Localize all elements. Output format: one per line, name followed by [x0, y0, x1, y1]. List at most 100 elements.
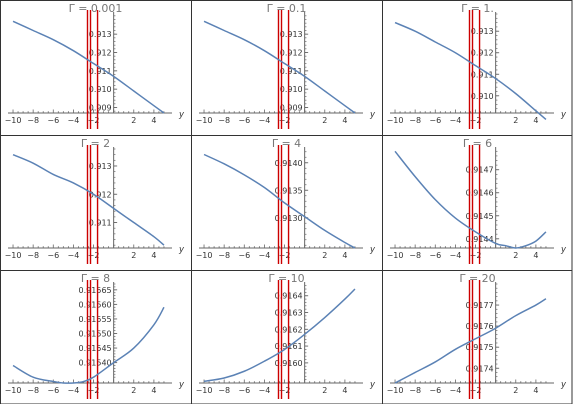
y-tick-label: 0.912	[471, 49, 494, 58]
y-tick-label: 0.913	[89, 162, 112, 171]
series-line	[394, 21, 547, 121]
x-axis-label: y	[560, 110, 567, 120]
y-tick-label: 0.911	[471, 70, 494, 79]
x-tick-label: −2	[88, 386, 100, 395]
x-tick-label: −10	[5, 116, 22, 125]
x-tick-label: 2	[513, 251, 518, 260]
x-axis-label: y	[178, 110, 185, 120]
x-axis-label: y	[369, 380, 376, 390]
y-tick-label: 0.910	[280, 85, 303, 94]
x-tick-label: −10	[196, 251, 213, 260]
chart-title: Γ = 6	[463, 137, 492, 150]
x-tick-label: −8	[409, 116, 421, 125]
x-tick-label: 4	[151, 116, 156, 125]
y-tick-label: 0.911	[89, 67, 112, 76]
x-tick-label: −6	[238, 116, 250, 125]
chart-title: Γ = 0.001	[69, 2, 123, 15]
x-tick-label: −10	[196, 116, 213, 125]
x-tick-label: 4	[533, 386, 538, 395]
x-tick-label: 4	[533, 116, 538, 125]
chart-title: Γ = 4	[272, 137, 301, 150]
x-tick-label: −4	[259, 116, 271, 125]
x-tick-label: −10	[196, 386, 213, 395]
x-tick-label: −2	[470, 386, 482, 395]
y-tick-label: 0.91540	[79, 359, 112, 368]
y-tick-label: 0.913	[280, 30, 303, 39]
x-tick-label: −8	[27, 386, 39, 395]
x-axis-label: y	[178, 380, 185, 390]
series-line	[12, 306, 165, 384]
x-tick-label: −10	[5, 251, 22, 260]
x-axis-label: y	[178, 245, 185, 255]
x-tick-label: −2	[88, 251, 100, 260]
panel-2: Γ = 0.1 −10 −8 −6 −4 −2 2 4 y 0.909 0.910 0.911 0.91…	[191, 0, 383, 136]
series-line	[203, 153, 356, 249]
y-tick-label: 0.910	[471, 92, 494, 101]
x-tick-label: −8	[27, 251, 39, 260]
x-tick-label: −10	[387, 251, 404, 260]
x-tick-label: 4	[533, 251, 538, 260]
x-axis-label: y	[560, 245, 567, 255]
x-tick-label: −8	[409, 386, 421, 395]
x-tick-label: 2	[131, 251, 136, 260]
x-tick-label: 2	[513, 116, 518, 125]
x-tick-label: −6	[238, 251, 250, 260]
chart-title: Γ = 10	[268, 272, 304, 285]
x-tick-label: −4	[450, 251, 462, 260]
y-tick-label: 0.91560	[79, 300, 112, 309]
x-tick-label: −6	[429, 386, 441, 395]
x-tick-label: −2	[470, 116, 482, 125]
x-tick-label: 2	[322, 386, 327, 395]
x-axis-label: y	[560, 380, 567, 390]
x-tick-label: 4	[342, 116, 347, 125]
chart-title: Γ = 0.1	[267, 2, 307, 15]
x-tick-label: 2	[322, 116, 327, 125]
x-tick-label: −6	[47, 386, 59, 395]
chart-title: Γ = 8	[81, 272, 110, 285]
y-tick-label: 0.909	[89, 104, 112, 113]
x-tick-label: 2	[131, 116, 136, 125]
x-tick-label: −4	[259, 251, 271, 260]
panel-3: Γ = 1. −10 −8 −6 −4 −2 2 4 y 0.910 0.911 0.912 0.913	[382, 0, 573, 136]
y-tick-label: 0.912	[89, 190, 112, 199]
chart-title: Γ = 1.	[461, 2, 494, 15]
y-tick-label: 0.91545	[79, 344, 112, 353]
x-tick-label: −8	[218, 251, 230, 260]
x-tick-label: 2	[322, 251, 327, 260]
x-tick-label: −6	[429, 251, 441, 260]
panel-6: Γ = 6−10−8−6−4−224y0.91440.91450.91460.9…	[382, 135, 573, 271]
chart-title: Γ = 20	[459, 272, 495, 285]
x-tick-label: −4	[68, 116, 80, 125]
x-tick-label: 4	[342, 251, 347, 260]
x-tick-label: −8	[27, 116, 39, 125]
y-tick-label: 0.91555	[79, 315, 112, 324]
panel-1: Γ = 0.001 −10 −8 −6 −4 −2 2 4 y 0.909 0.910 0.911 0.…	[0, 0, 192, 136]
x-axis-label: y	[369, 245, 376, 255]
x-tick-label: −10	[387, 386, 404, 395]
x-tick-label: 2	[513, 386, 518, 395]
x-tick-label: −6	[47, 116, 59, 125]
series-line	[394, 298, 547, 384]
x-tick-label: −2	[279, 386, 291, 395]
x-tick-label: 4	[151, 386, 156, 395]
chart-title: Γ = 2	[81, 137, 110, 150]
x-tick-label: −2	[279, 251, 291, 260]
x-tick-label: −8	[409, 251, 421, 260]
y-tick-label: 0.913	[89, 30, 112, 39]
x-tick-label: −2	[279, 116, 291, 125]
x-tick-label: −6	[429, 116, 441, 125]
x-tick-label: −4	[68, 386, 80, 395]
y-tick-label: 0.911	[280, 67, 303, 76]
y-tick-label: 0.91550	[79, 330, 112, 339]
series-line	[394, 150, 547, 249]
x-tick-label: −6	[47, 251, 59, 260]
y-tick-label: 0.913	[471, 27, 494, 36]
y-tick-label: 0.910	[89, 85, 112, 94]
panel-9: Γ = 20−10−8−6−4−224y0.91740.91750.91760.…	[382, 270, 573, 405]
x-tick-label: 4	[342, 386, 347, 395]
series-line	[203, 288, 356, 383]
y-tick-label: 0.912	[280, 49, 303, 58]
x-axis-label: y	[369, 110, 376, 120]
